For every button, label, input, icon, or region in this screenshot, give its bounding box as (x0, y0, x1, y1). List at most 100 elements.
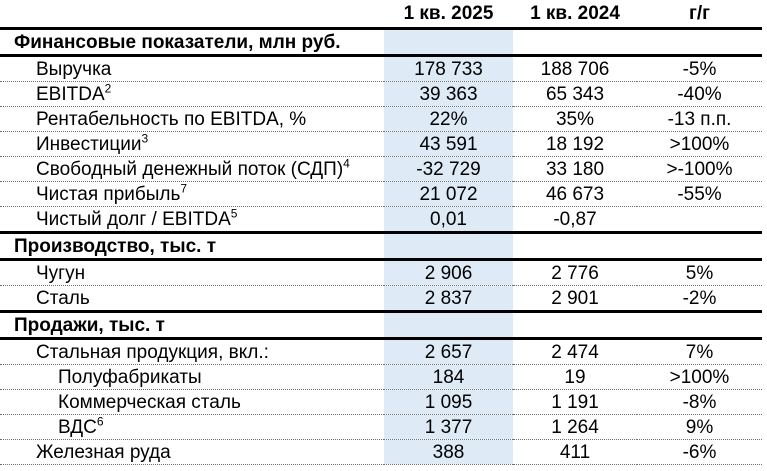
row-label-cell: Коммерческая сталь (0, 389, 384, 415)
row-label-cell: Продажи, тыс. т (0, 310, 384, 340)
cell-yoy: -8% (637, 389, 762, 415)
table-row: Рентабельность по EBITDA, % 22% 35% -13 … (0, 106, 762, 132)
cell-q1-2025: 0,01 (384, 206, 513, 233)
row-label: Железная руда (36, 441, 171, 463)
cell-yoy (637, 27, 762, 57)
cell-yoy (637, 206, 762, 233)
cell-q1-2025: -32 729 (384, 156, 513, 182)
table-row: Стальная продукция, вкл.: 2 657 2 474 7% (0, 338, 762, 365)
cell-q1-2024: 46 673 (513, 181, 637, 207)
cell-q1-2025 (384, 27, 513, 57)
row-label: Стальная продукция, вкл.: (36, 341, 269, 363)
row-label-cell: Инвестиции3 (0, 131, 384, 157)
cell-yoy (637, 231, 762, 261)
table-row: Производство, тыс. т (0, 231, 762, 261)
row-label-cell: Чистая прибыль7 (0, 181, 384, 207)
row-label: Инвестиции (36, 133, 142, 155)
cell-q1-2025 (384, 231, 513, 261)
cell-yoy: >100% (637, 364, 762, 390)
row-label-cell: Выручка (0, 55, 384, 82)
cell-q1-2025 (384, 310, 513, 340)
row-label-cell: Стальная продукция, вкл.: (0, 338, 384, 365)
table-row: Коммерческая сталь 1 095 1 191 -8% (0, 389, 762, 415)
column-header-q1-2025: 1 кв. 2025 (384, 0, 513, 30)
cell-q1-2025: 21 072 (384, 181, 513, 207)
cell-q1-2024: 411 (513, 439, 637, 465)
cell-yoy: -13 п.п. (637, 106, 762, 132)
cell-q1-2024: 33 180 (513, 156, 637, 182)
table-row: EBITDA2 39 363 65 343 -40% (0, 81, 762, 107)
table-row: Чистая прибыль7 21 072 46 673 -55% (0, 181, 762, 207)
row-label: Выручка (36, 58, 112, 80)
cell-q1-2025: 2 657 (384, 338, 513, 365)
row-label: ВДС (58, 416, 97, 438)
row-label: Производство, тыс. т (14, 235, 217, 257)
table-row: Чистый долг / EBITDA5 0,01 -0,87 (0, 206, 762, 233)
row-label: Полуфабрикаты (58, 366, 202, 388)
cell-q1-2025: 388 (384, 439, 513, 465)
table-row: Сталь 2 837 2 901 -2% (0, 285, 762, 312)
table-row: Инвестиции3 43 591 18 192 >100% (0, 131, 762, 157)
corner-cell (0, 0, 384, 30)
row-label-superscript: 6 (96, 414, 104, 429)
cell-q1-2025: 2 906 (384, 259, 513, 286)
column-header-yoy: г/г (637, 0, 762, 30)
row-label-superscript: 3 (141, 131, 149, 146)
row-label: Сталь (36, 287, 90, 309)
cell-q1-2025: 178 733 (384, 55, 513, 82)
cell-yoy: -5% (637, 55, 762, 82)
row-label-cell: Производство, тыс. т (0, 231, 384, 261)
row-label-superscript: 2 (104, 81, 112, 96)
cell-q1-2024: 19 (513, 364, 637, 390)
cell-q1-2024: 35% (513, 106, 637, 132)
table-row: Свободный денежный поток (СДП)4 -32 729 … (0, 156, 762, 182)
cell-yoy: -55% (637, 181, 762, 207)
cell-q1-2025: 39 363 (384, 81, 513, 107)
cell-q1-2025: 1 377 (384, 414, 513, 440)
cell-yoy: >100% (637, 131, 762, 157)
column-header-q1-2024: 1 кв. 2024 (513, 0, 637, 30)
cell-q1-2024 (513, 27, 637, 57)
row-label: Чистая прибыль (36, 183, 181, 205)
row-label-cell: Рентабельность по EBITDA, % (0, 106, 384, 132)
row-label: Рентабельность по EBITDA, % (36, 108, 307, 130)
cell-q1-2024: -0,87 (513, 206, 637, 233)
row-label-cell: Свободный денежный поток (СДП)4 (0, 156, 384, 182)
cell-q1-2024: 65 343 (513, 81, 637, 107)
cell-q1-2024: 18 192 (513, 131, 637, 157)
cell-q1-2024: 2 901 (513, 285, 637, 312)
row-label-cell: Чугун (0, 259, 384, 286)
cell-yoy: -2% (637, 285, 762, 312)
cell-q1-2024 (513, 231, 637, 261)
row-label: Чистый долг / EBITDA (36, 208, 231, 230)
cell-yoy: 9% (637, 414, 762, 440)
table-header-row: 1 кв. 2025 1 кв. 2024 г/г (0, 0, 762, 30)
table-row: Чугун 2 906 2 776 5% (0, 259, 762, 286)
row-label: Продажи, тыс. т (14, 314, 165, 336)
cell-q1-2024: 188 706 (513, 55, 637, 82)
row-label-superscript: 5 (230, 206, 238, 221)
table-row: Железная руда 388 411 -6% (0, 439, 762, 465)
cell-q1-2025: 1 095 (384, 389, 513, 415)
cell-q1-2024 (513, 310, 637, 340)
table-row: Продажи, тыс. т (0, 310, 762, 340)
row-label-superscript: 7 (180, 181, 188, 196)
row-label-cell: Финансовые показатели, млн руб. (0, 27, 384, 57)
row-label: EBITDA (36, 83, 105, 105)
table-row: Выручка 178 733 188 706 -5% (0, 55, 762, 82)
row-label: Финансовые показатели, млн руб. (14, 31, 341, 53)
cell-q1-2024: 2 776 (513, 259, 637, 286)
cell-yoy: 7% (637, 338, 762, 365)
row-label-cell: EBITDA2 (0, 81, 384, 107)
table-row: Полуфабрикаты 184 19 >100% (0, 364, 762, 390)
row-label-superscript: 4 (343, 156, 350, 171)
cell-q1-2024: 1 191 (513, 389, 637, 415)
row-label-cell: Железная руда (0, 439, 384, 465)
row-label-cell: Сталь (0, 285, 384, 312)
row-label-cell: ВДС6 (0, 414, 384, 440)
table-row: ВДС6 1 377 1 264 9% (0, 414, 762, 440)
row-label: Свободный денежный поток (СДП) (36, 158, 344, 180)
cell-yoy: >-100% (637, 156, 762, 182)
